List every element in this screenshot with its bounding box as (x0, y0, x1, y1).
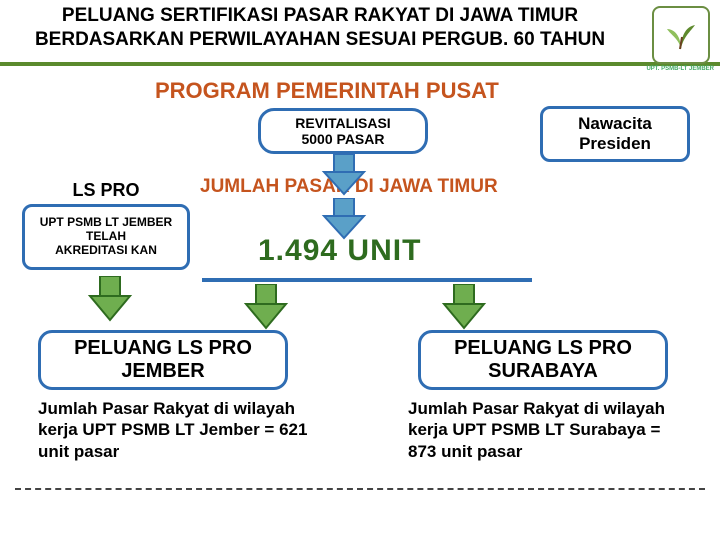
program-title: PROGRAM PEMERINTAH PUSAT (155, 78, 499, 104)
arrow-down-blue-1-icon (320, 154, 368, 196)
akred-l1: UPT PSMB LT JEMBER (40, 216, 172, 230)
left-head2: JEMBER (121, 360, 204, 382)
leaf-left-icon (667, 29, 681, 49)
dashed-divider (15, 488, 705, 490)
arrow-down-green-left-icon (86, 276, 134, 322)
arrow-down-green-mid-icon (242, 284, 290, 330)
logo-icon (652, 6, 710, 64)
akred-l3: AKREDITASI KAN (55, 244, 157, 258)
right-column: PELUANG LS PRO SURABAYA Jumlah Pasar Rak… (388, 330, 698, 462)
leaf-right-icon (681, 25, 695, 49)
lspro-label: LS PRO (46, 180, 166, 201)
left-head-box: PELUANG LS PRO JEMBER (38, 330, 288, 390)
akred-l2: TELAH (86, 230, 126, 244)
logo-caption: UPT. PSMB-LT JEMBER (646, 66, 714, 72)
header-line1: PELUANG SERTIFIKASI PASAR RAKYAT DI JAWA… (62, 5, 578, 26)
revitalisasi-box: REVITALISASI 5000 PASAR (258, 108, 428, 154)
right-head1: PELUANG LS PRO (454, 337, 632, 359)
header-line2: BERDASARKAN PERWILAYAHAN SESUAI PERGUB. … (35, 29, 605, 50)
revit-line1: REVITALISASI (295, 115, 390, 131)
slide: PELUANG SERTIFIKASI PASAR RAKYAT DI JAWA… (0, 0, 720, 540)
unit-count: 1.494 UNIT (258, 234, 421, 268)
left-column: PELUANG LS PRO JEMBER Jumlah Pasar Rakya… (38, 330, 348, 462)
right-body: Jumlah Pasar Rakyat di wilayah kerja UPT… (408, 398, 688, 462)
right-head2: SURABAYA (488, 360, 598, 382)
revit-line2: 5000 PASAR (301, 131, 384, 147)
left-head1: PELUANG LS PRO (74, 337, 252, 359)
nawacita-box: Nawacita Presiden (540, 106, 690, 162)
akreditasi-box: UPT PSMB LT JEMBER TELAH AKREDITASI KAN (22, 204, 190, 270)
right-head-box: PELUANG LS PRO SURABAYA (418, 330, 668, 390)
nawacita-line2: Presiden (579, 134, 651, 154)
arrow-down-green-right-icon (440, 284, 488, 330)
stem-icon (680, 37, 682, 49)
divider-blue (202, 278, 532, 282)
nawacita-line1: Nawacita (578, 114, 652, 134)
left-body: Jumlah Pasar Rakyat di wilayah kerja UPT… (38, 398, 318, 462)
header-title: PELUANG SERTIFIKASI PASAR RAKYAT DI JAWA… (0, 4, 640, 52)
